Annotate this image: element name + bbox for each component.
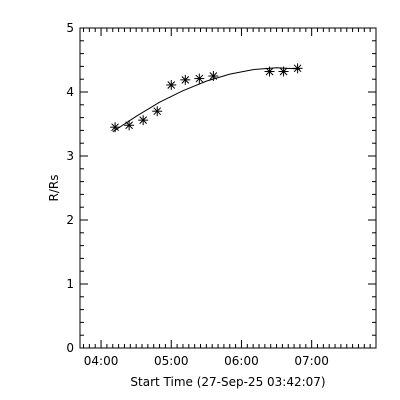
y-tick-label: 3 <box>66 149 74 163</box>
data-point <box>208 71 219 81</box>
data-point <box>278 66 289 77</box>
tick-labels: 0 1 2 3 4 5 04:00 05:00 06:00 07:00 <box>66 21 329 368</box>
data-point <box>264 66 275 77</box>
data-point <box>194 73 205 84</box>
data-markers <box>110 63 303 133</box>
tick-marks <box>80 27 377 349</box>
x-tick-label: 06:00 <box>224 354 259 368</box>
fit-curve <box>112 67 301 133</box>
data-point <box>110 122 121 133</box>
data-point <box>138 115 149 126</box>
x-tick-label: 04:00 <box>84 354 119 368</box>
x-axis-label: Start Time (27-Sep-25 03:42:07) <box>130 375 325 389</box>
plot-frame <box>79 27 377 349</box>
data-point <box>180 74 191 85</box>
y-tick-label: 1 <box>66 277 74 291</box>
y-axis-label: R/Rs <box>47 175 61 202</box>
data-point <box>152 106 163 117</box>
data-point <box>292 63 303 74</box>
y-tick-label: 5 <box>66 21 74 35</box>
data-point <box>124 120 135 131</box>
x-tick-label: 05:00 <box>154 354 189 368</box>
y-tick-label: 2 <box>66 213 74 227</box>
y-tick-label: 4 <box>66 85 74 99</box>
x-tick-label: 07:00 <box>294 354 329 368</box>
data-point <box>166 79 177 90</box>
y-tick-label: 0 <box>66 341 74 355</box>
